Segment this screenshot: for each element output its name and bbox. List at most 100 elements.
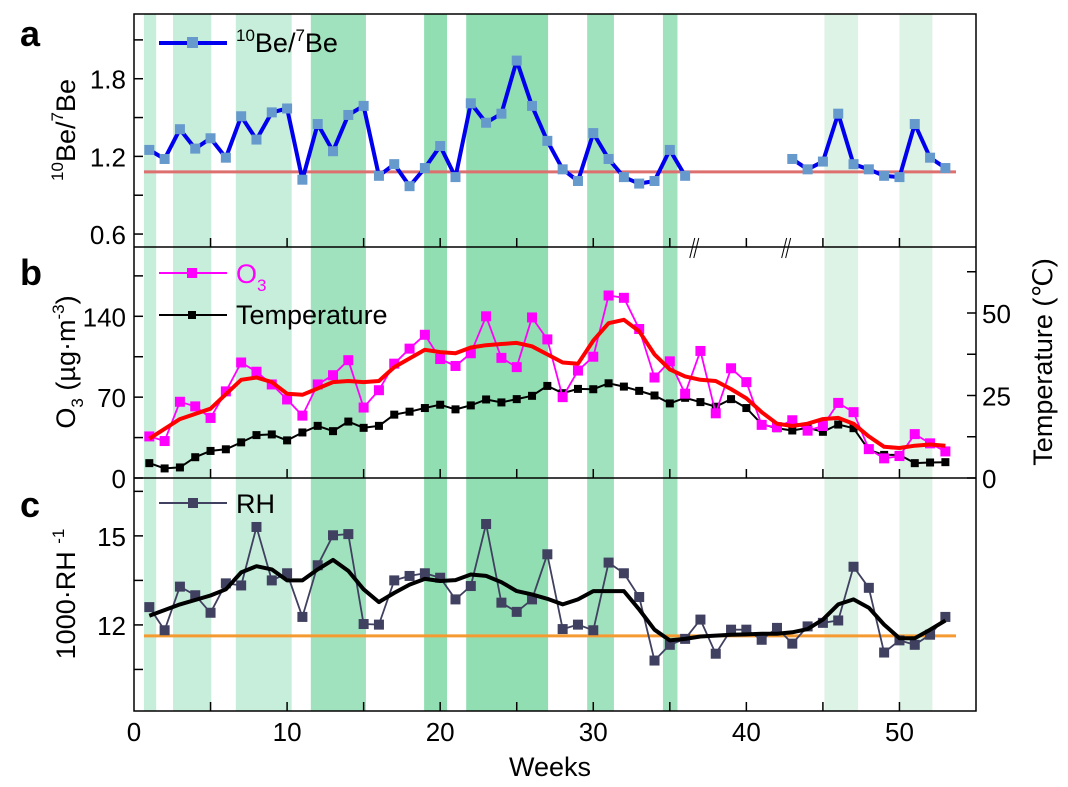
data-point-rh	[879, 647, 890, 658]
data-point-10be7be	[572, 175, 583, 186]
y-tick-label: 12	[97, 611, 126, 641]
data-point-o3	[756, 419, 767, 430]
data-point-temperature	[374, 421, 383, 430]
data-point-10be7be	[174, 124, 185, 135]
y-tick-label: 0	[112, 464, 126, 494]
panel-c-y-axis: 12 15	[97, 490, 143, 671]
panel-c-plot	[144, 519, 956, 666]
data-point-o3	[771, 422, 782, 433]
y-tick-label: 1.8	[90, 65, 126, 95]
highlight-band	[143, 14, 157, 711]
data-point-o3	[588, 351, 599, 362]
panel-a-y-axis-title: 10Be/7Be	[48, 79, 81, 181]
panel-b-y-axis-title: O3 (µg·m-3)	[49, 295, 87, 428]
data-point-rh	[848, 561, 859, 572]
legend-marker-temperature	[188, 311, 196, 319]
data-point-rh	[389, 575, 400, 586]
legend-label-o3: O3	[236, 259, 266, 295]
data-point-10be7be	[481, 117, 492, 128]
data-point-temperature	[175, 463, 184, 472]
data-point-o3	[297, 410, 308, 421]
data-point-rh	[496, 597, 507, 608]
data-point-rh	[373, 619, 384, 630]
x-tick-label: 40	[732, 717, 761, 747]
data-point-10be7be	[343, 109, 354, 120]
data-point-temperature	[237, 438, 246, 447]
data-point-o3	[542, 334, 553, 345]
data-point-10be7be	[312, 119, 323, 130]
data-point-10be7be	[787, 153, 798, 164]
data-point-10be7be	[190, 143, 201, 154]
data-point-temperature	[619, 382, 628, 391]
data-point-10be7be	[588, 128, 599, 139]
data-point-rh	[419, 568, 430, 579]
data-point-temperature	[160, 464, 169, 473]
data-point-o3	[251, 366, 262, 377]
data-point-o3	[741, 377, 752, 388]
axis-break-mark	[781, 237, 788, 259]
data-point-rh	[450, 594, 461, 605]
data-point-o3	[511, 362, 522, 373]
data-point-rh	[328, 530, 339, 541]
x-axis: 0 10 20 30 40 50	[127, 237, 914, 747]
data-point-10be7be	[634, 178, 645, 189]
data-point-10be7be	[909, 119, 920, 130]
panel-b-y2-axis: 0 25 50	[967, 271, 1011, 494]
data-point-rh	[220, 578, 231, 589]
data-point-10be7be	[389, 159, 400, 170]
data-point-o3	[618, 292, 629, 303]
data-point-temperature	[252, 431, 261, 440]
data-point-o3	[894, 451, 905, 462]
y-tick-label: 15	[97, 522, 126, 552]
data-point-temperature	[512, 395, 521, 404]
data-point-o3	[404, 343, 415, 354]
x-tick-label: 0	[127, 717, 141, 747]
data-point-o3	[848, 407, 859, 418]
data-point-rh	[251, 521, 262, 532]
data-point-rh	[343, 529, 354, 540]
legend-label-10be7be: 10Be/7Be	[236, 26, 338, 58]
data-point-10be7be	[863, 164, 874, 175]
data-point-rh	[634, 592, 645, 603]
data-point-o3	[328, 370, 339, 381]
axis-break-mark	[689, 237, 696, 259]
data-point-10be7be	[603, 153, 614, 164]
data-point-o3	[710, 408, 721, 419]
highlight-band	[899, 14, 933, 711]
data-point-o3	[802, 425, 813, 436]
data-point-temperature	[910, 459, 919, 468]
data-point-o3	[726, 363, 737, 374]
data-point-temperature	[298, 428, 307, 437]
panel-a-legend: 10Be/7Be	[159, 26, 338, 58]
data-point-10be7be	[144, 144, 155, 155]
data-point-temperature	[451, 405, 460, 414]
data-point-rh	[710, 648, 721, 659]
data-point-10be7be	[328, 146, 339, 157]
data-point-10be7be	[833, 108, 844, 119]
data-point-10be7be	[649, 175, 660, 186]
data-point-10be7be	[465, 98, 476, 109]
data-point-o3	[450, 360, 461, 371]
data-point-rh	[833, 615, 844, 626]
panel-letter-a: a	[20, 13, 41, 54]
data-point-10be7be	[940, 163, 951, 174]
data-point-o3	[220, 386, 231, 397]
data-point-temperature	[359, 423, 368, 432]
data-point-10be7be	[664, 144, 675, 155]
legend-marker-o3	[187, 268, 197, 278]
figure-frame	[133, 13, 977, 712]
data-point-10be7be	[358, 100, 369, 111]
panel-c-y-axis-title: 1000·RH -1	[49, 529, 81, 660]
data-point-10be7be	[266, 107, 277, 118]
data-point-rh	[695, 614, 706, 625]
data-point-o3	[863, 444, 874, 455]
panel-letter-b: b	[20, 252, 42, 293]
legend-label-temperature: Temperature	[236, 300, 388, 330]
data-point-temperature	[665, 399, 674, 408]
data-point-o3	[282, 394, 293, 405]
series-line-o3-smoothed	[148, 317, 946, 450]
panel-c: c 12 15 1000·RH -1 RH	[20, 484, 956, 671]
data-point-rh	[481, 519, 492, 530]
x-axis-title: Weeks	[509, 752, 591, 782]
data-point-o3	[343, 355, 354, 366]
